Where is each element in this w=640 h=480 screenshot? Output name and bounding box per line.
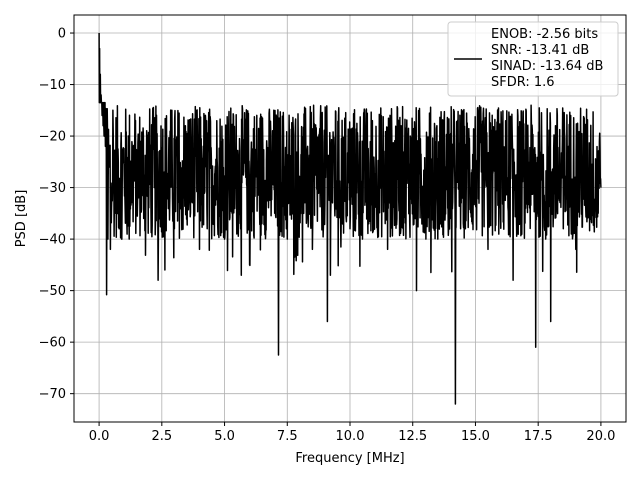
x-tick-label: 0.0 <box>89 429 110 444</box>
y-tick-label: −40 <box>39 233 66 248</box>
legend-box <box>447 21 619 97</box>
x-tick-label: 2.5 <box>151 429 172 444</box>
x-tick-label: 10.0 <box>336 429 365 444</box>
x-axis-label: Frequency [MHz] <box>295 451 404 466</box>
x-tick-label: 7.5 <box>277 429 298 444</box>
x-tick-label: 5.0 <box>214 429 235 444</box>
y-tick-label: −70 <box>39 387 66 402</box>
y-tick-label: 0 <box>58 27 66 42</box>
legend-line: ENOB: -2.56 bits <box>491 27 598 42</box>
x-axis-ticks: 0.0 2.5 5.0 7.5 10.0 12.5 15.0 17.5 20.0 <box>89 422 615 444</box>
y-tick-label: −50 <box>39 284 66 299</box>
legend-entry: ENOB: -2.56 bits SNR: -13.41 dB SINAD: -13… <box>491 27 603 90</box>
series-line <box>98 32 602 405</box>
legend-line: SNR: -13.41 dB <box>491 43 589 58</box>
x-tick-label: 20.0 <box>586 429 615 444</box>
legend: ENOB: -2.56 bits SNR: -13.41 dB SINAD: -13… <box>447 21 619 97</box>
x-tick-label: 15.0 <box>461 429 490 444</box>
y-axis-ticks: 0 −10 −20 −30 −40 −50 −60 −70 <box>39 27 74 402</box>
y-tick-label: −30 <box>39 181 66 196</box>
legend-line: SFDR: 1.6 <box>491 75 555 90</box>
series-layer <box>98 32 602 405</box>
y-tick-label: −10 <box>39 78 66 93</box>
y-tick-label: −20 <box>39 130 66 145</box>
y-axis-label: PSD [dB] <box>14 190 29 248</box>
legend-line: SINAD: -13.64 dB <box>491 59 603 74</box>
y-tick-label: −60 <box>39 336 66 351</box>
x-tick-label: 17.5 <box>524 429 553 444</box>
x-tick-label: 12.5 <box>398 429 427 444</box>
